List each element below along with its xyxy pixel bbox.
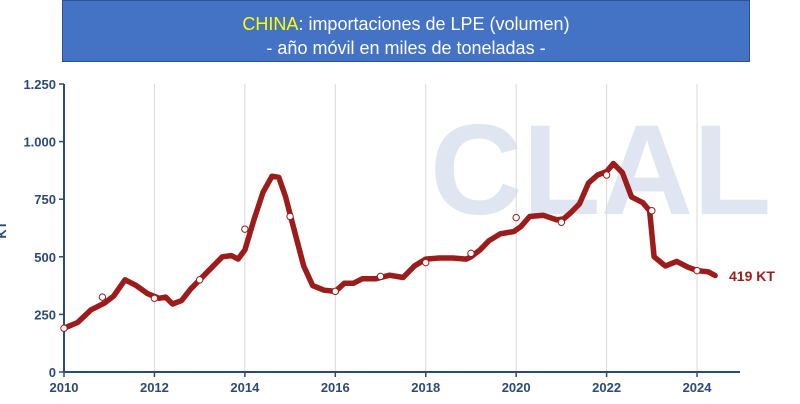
x-tick-label-5: 2020 [502, 380, 531, 395]
y-tick-label-3: 750 [34, 192, 56, 207]
y-tick-label-1: 250 [34, 307, 56, 322]
chart-title-banner: CHINA: importaciones de LPE (volumen) - … [62, 0, 750, 62]
title-rest: : importaciones de LPE (volumen) [298, 14, 570, 34]
data-point-6 [331, 287, 340, 296]
y-tick-label-5: 1.250 [23, 77, 56, 92]
watermark-logo: CLAL [430, 99, 771, 242]
data-point-4 [241, 225, 249, 233]
data-point-9 [467, 249, 475, 258]
data-point-7 [376, 272, 385, 281]
data-point-1 [98, 293, 107, 301]
x-tick-label-1: 2012 [140, 380, 169, 395]
x-tick-label-7: 2024 [683, 380, 713, 395]
data-point-5 [286, 212, 294, 221]
data-point-2 [150, 294, 159, 302]
y-axis-label: KT [0, 221, 9, 238]
x-tick-label-0: 2010 [50, 380, 79, 395]
y-tick-labels: 0 250 500 750 1.000 1.250 [23, 77, 56, 380]
x-tick-label-2: 2014 [230, 380, 260, 395]
data-point-10 [512, 213, 520, 222]
data-point-13 [648, 207, 656, 215]
data-point-8 [422, 258, 430, 267]
data-point-11 [557, 218, 566, 226]
data-point-0 [60, 324, 68, 332]
chart-subtitle: - año móvil en miles de toneladas - [266, 38, 546, 58]
series-line [61, 160, 718, 331]
x-tick-labels: 2010 2012 2014 2016 2018 2020 2022 2024 [50, 380, 713, 395]
data-point-3 [195, 276, 204, 284]
chart-title: CHINA: importaciones de LPE (volumen) [63, 13, 749, 35]
y-tick-label-0: 0 [49, 365, 56, 380]
x-tick-label-6: 2022 [592, 380, 621, 395]
x-tick-label-3: 2016 [321, 380, 350, 395]
y-tick-label-2: 500 [34, 250, 56, 265]
series-markers [60, 171, 701, 332]
x-tick-label-4: 2018 [411, 380, 440, 395]
data-point-12 [602, 171, 611, 179]
y-tick-label-4: 1.000 [23, 135, 56, 150]
data-point-14 [693, 266, 701, 275]
title-highlight-country: CHINA [242, 14, 299, 34]
axes [59, 83, 740, 377]
end-value-label: 419 KT [729, 268, 775, 284]
series-kt [61, 160, 718, 331]
